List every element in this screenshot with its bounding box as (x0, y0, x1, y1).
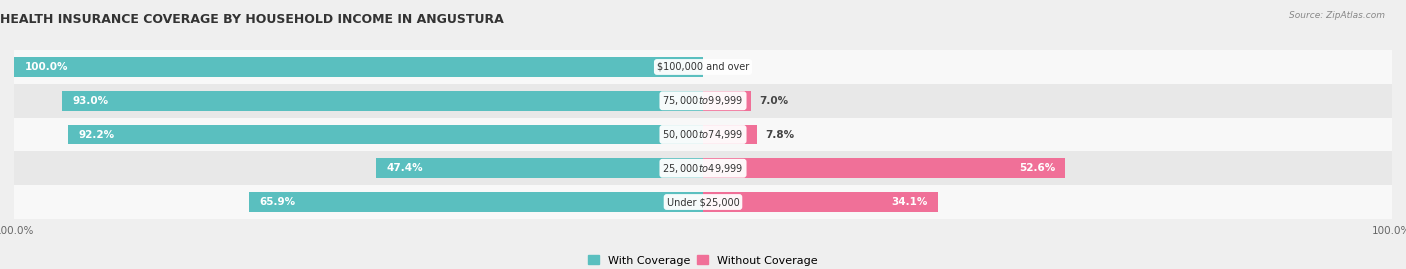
Bar (14, 84, 1392, 118)
Bar (14, 50, 1392, 84)
Text: $50,000 to $74,999: $50,000 to $74,999 (662, 128, 744, 141)
Text: Source: ZipAtlas.com: Source: ZipAtlas.com (1289, 11, 1385, 20)
Text: $25,000 to $49,999: $25,000 to $49,999 (662, 162, 744, 175)
Text: $100,000 and over: $100,000 and over (657, 62, 749, 72)
Text: 34.1%: 34.1% (891, 197, 928, 207)
Text: HEALTH INSURANCE COVERAGE BY HOUSEHOLD INCOME IN ANGUSTURA: HEALTH INSURANCE COVERAGE BY HOUSEHOLD I… (0, 13, 503, 26)
Text: 100.0%: 100.0% (24, 62, 67, 72)
Bar (249, 192, 703, 212)
Text: Under $25,000: Under $25,000 (666, 197, 740, 207)
Bar (14, 151, 1392, 185)
Text: 7.0%: 7.0% (759, 96, 789, 106)
Text: 92.2%: 92.2% (79, 129, 114, 140)
Bar (703, 125, 756, 144)
Bar (14, 57, 703, 77)
Bar (14, 118, 1392, 151)
Text: $75,000 to $99,999: $75,000 to $99,999 (662, 94, 744, 107)
Legend: With Coverage, Without Coverage: With Coverage, Without Coverage (583, 251, 823, 269)
Bar (14, 185, 1392, 219)
Bar (703, 158, 1066, 178)
Text: 7.8%: 7.8% (765, 129, 794, 140)
Bar (62, 91, 703, 111)
Bar (67, 125, 703, 144)
Bar (703, 192, 938, 212)
Text: 65.9%: 65.9% (259, 197, 295, 207)
Bar (377, 158, 703, 178)
Bar (703, 91, 751, 111)
Text: 93.0%: 93.0% (73, 96, 108, 106)
Text: 47.4%: 47.4% (387, 163, 423, 173)
Text: 52.6%: 52.6% (1019, 163, 1054, 173)
